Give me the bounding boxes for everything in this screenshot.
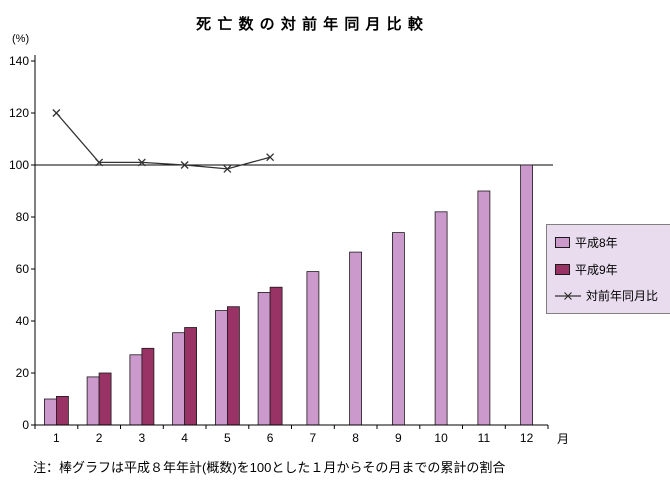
legend: 平成8年 平成9年 対前年同月比	[546, 224, 670, 314]
x-tick-label-10: 10	[434, 431, 448, 445]
y-tick-label-120: 120	[8, 106, 29, 120]
bar-平成8年-month-1	[44, 398, 57, 426]
x-tick-label-9: 9	[395, 431, 402, 445]
bar-平成8年-month-12	[520, 164, 533, 426]
y-tick-label-40: 40	[15, 314, 29, 328]
legend-item-yoy-line: 対前年同月比	[555, 287, 670, 304]
legend-label-heisei9: 平成9年	[575, 262, 618, 277]
bar-平成8年-month-6	[257, 291, 271, 426]
bar-平成8年-month-4	[172, 332, 186, 426]
x-marker-5b	[223, 164, 232, 173]
x-marker-4b	[180, 161, 189, 169]
legend-label-yoy: 対前年同月比	[586, 288, 659, 303]
y-tick-label-80: 80	[15, 210, 29, 224]
y-tick-label-100: 100	[8, 158, 29, 172]
bar-平成9年-month-4	[184, 327, 198, 426]
y-tick-label-0: 0	[22, 418, 29, 432]
x-tick-label-12: 12	[519, 431, 534, 445]
x-tick-label-4: 4	[181, 431, 188, 445]
x-tick-label-2: 2	[95, 431, 103, 445]
x-tick-label-3: 3	[138, 431, 146, 445]
chart-title: 死 亡 数 の 対 前 年 同 月 比 較	[196, 16, 424, 33]
x-marker-6b	[266, 153, 275, 162]
y-tick-label-140: 140	[8, 54, 29, 68]
bar-平成8年-month-5	[214, 310, 228, 426]
x-marker-3b	[137, 158, 146, 167]
bar-平成9年-month-1	[56, 395, 69, 426]
x-marker-line-icon	[555, 290, 581, 301]
heisei8-bar-swatch	[555, 237, 570, 249]
x-tick-label-8: 8	[352, 431, 359, 445]
y-tick-label-20: 20	[15, 366, 29, 380]
x-tick-label-6: 6	[266, 431, 274, 445]
bar-平成8年-month-2	[86, 376, 100, 426]
bar-平成9年-month-5	[226, 306, 240, 426]
x-marker-1b	[52, 109, 61, 117]
yoy-line	[55, 112, 271, 170]
x-tick-label-7: 7	[309, 431, 317, 445]
bar-平成8年-month-8	[349, 251, 363, 426]
legend-label-heisei8: 平成8年	[575, 236, 618, 251]
x-marker-2b	[95, 158, 104, 167]
footnote: 注：棒グラフは平成８年年計(概数)を100とした１月からその月までの累計の割合	[33, 460, 506, 475]
x-tick-label-5: 5	[224, 431, 231, 445]
bar-平成8年-month-7	[306, 271, 320, 426]
legend-item-heisei9: 平成9年	[555, 261, 670, 278]
y-axis-unit-label: (%)	[12, 33, 30, 45]
bar-平成9年-month-6	[269, 286, 283, 426]
bar-平成9年-month-2	[98, 372, 112, 426]
x-tick-label-1: 1	[53, 431, 60, 445]
bar-平成9年-month-3	[141, 347, 155, 426]
y-tick-label-60: 60	[15, 262, 29, 276]
x-axis-unit-label: 月	[557, 432, 570, 446]
heisei9-bar-swatch	[555, 263, 570, 275]
bar-平成8年-month-3	[129, 354, 143, 426]
bar-平成8年-month-10	[434, 211, 448, 426]
legend-item-heisei8: 平成8年	[555, 234, 670, 251]
bar-平成8年-month-11	[477, 190, 491, 426]
bar-平成8年-month-9	[391, 232, 405, 426]
x-tick-label-11: 11	[477, 431, 491, 445]
